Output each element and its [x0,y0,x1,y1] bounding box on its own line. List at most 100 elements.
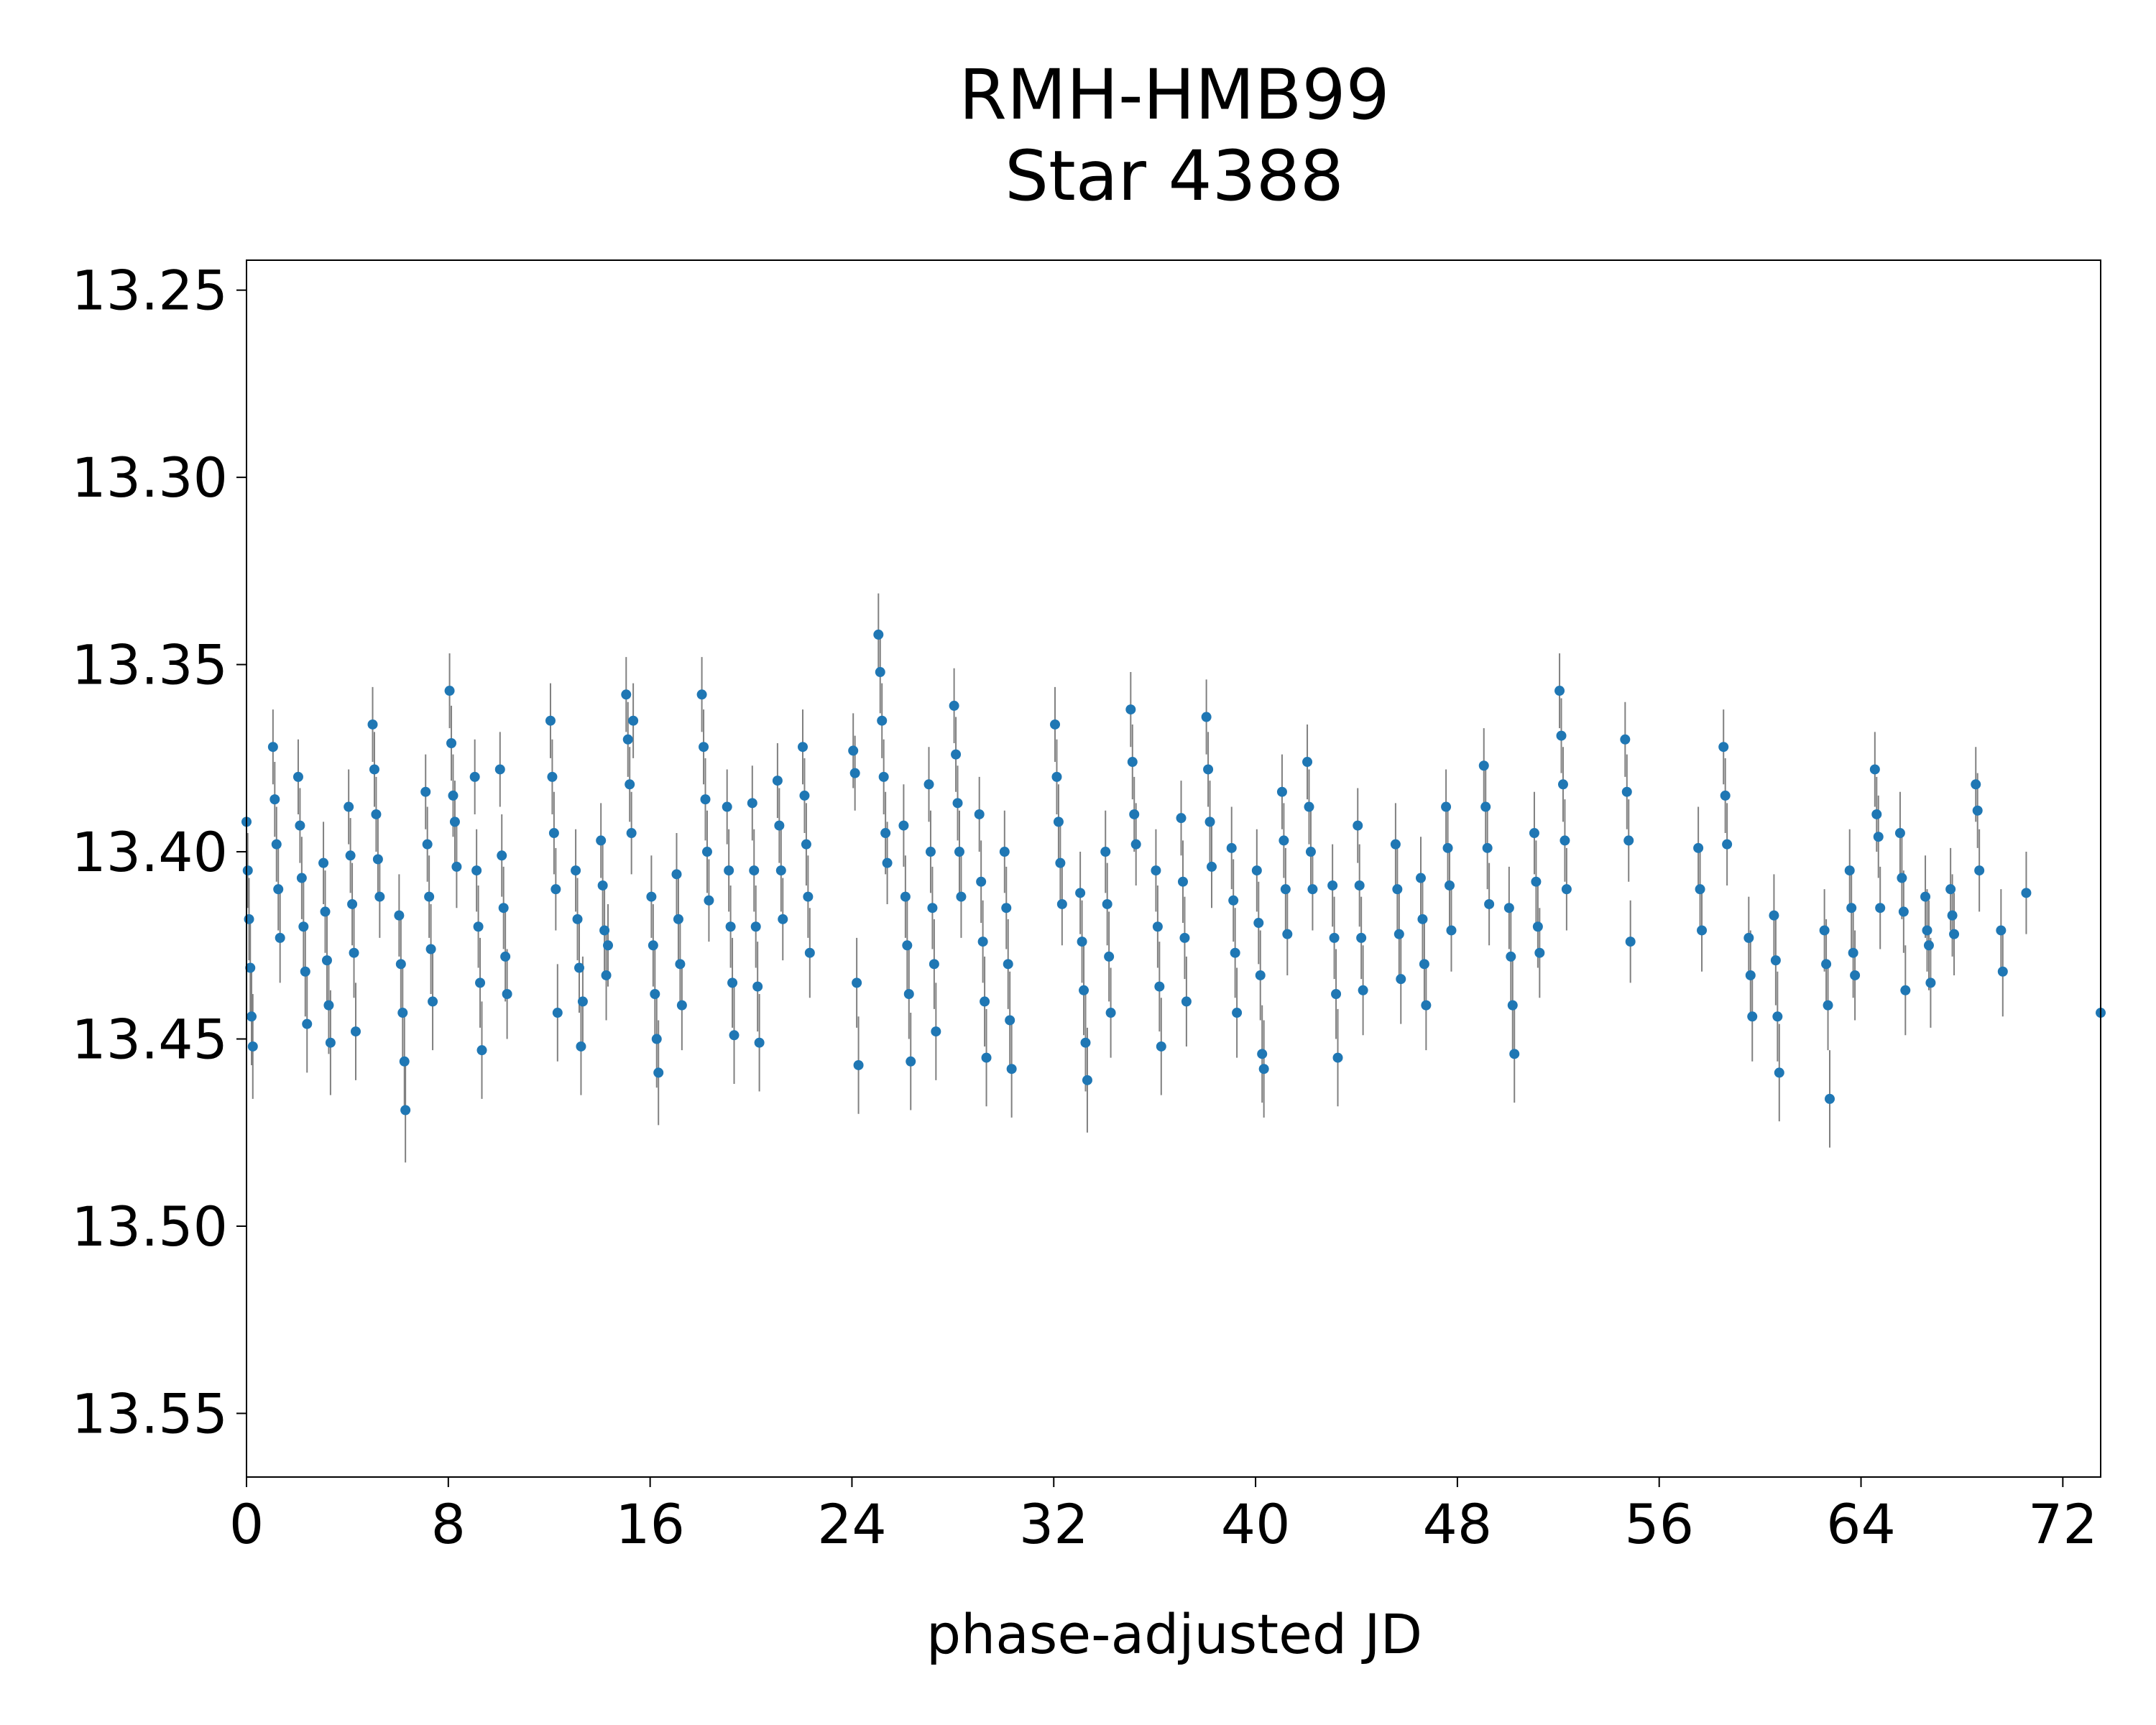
data-point [300,966,310,977]
data-point [270,794,280,805]
data-point [444,686,455,696]
data-point [956,891,967,902]
data-point [448,790,459,801]
data-point [1873,832,1884,842]
data-point [295,820,305,831]
data-point [1900,985,1911,995]
data-point [1080,1037,1091,1048]
data-point [875,667,885,678]
data-point [877,715,888,726]
data-point [981,1052,992,1063]
data-point [621,689,632,700]
data-point [1006,1064,1017,1075]
data-point [267,742,278,753]
data-point [931,1026,941,1037]
data-point [1819,925,1830,936]
data-point [1821,959,1832,970]
data-point [1302,757,1313,768]
data-point [974,809,985,819]
data-point [849,768,860,778]
data-point [1279,835,1289,846]
data-point [596,835,607,846]
data-point [1823,1000,1833,1011]
data-point [980,996,990,1007]
data-point [422,839,433,850]
data-point [471,865,482,876]
data-point [1506,951,1516,962]
data-point [653,1067,664,1078]
data-point [1056,898,1067,909]
data-point [1972,805,1983,816]
x-tick-label: 24 [817,1492,887,1556]
data-point [1251,865,1262,876]
data-point [2021,888,2032,898]
data-point [1230,947,1240,958]
data-point [625,779,635,790]
data-point [1974,865,1985,876]
data-point [1082,1075,1092,1085]
data-point [1201,712,1212,722]
data-point [400,1105,411,1116]
data-point [1478,760,1489,771]
data-point [1154,981,1165,992]
data-point [1772,1011,1783,1022]
data-point [1419,959,1429,970]
data-point [724,865,734,876]
data-point [1898,906,1909,917]
data-point [473,921,484,932]
data-point [571,865,581,876]
data-point [320,906,331,917]
data-point [325,1037,336,1048]
data-point [552,1008,563,1018]
data-point [1745,970,1756,980]
data-point [428,996,438,1007]
data-point [774,820,785,831]
data-point [296,873,307,883]
data-point [1531,876,1542,887]
data-point [573,962,584,973]
data-point [729,1030,740,1041]
data-point [673,914,683,924]
data-point [425,944,436,954]
data-point [1623,835,1634,846]
y-tick-label: 13.45 [71,1008,228,1072]
data-point [1421,1000,1432,1011]
data-point [1625,937,1636,947]
data-point [1774,1067,1784,1078]
data-point [1482,842,1493,853]
data-point [1258,1064,1269,1075]
data-point [1151,865,1161,876]
data-point [1129,809,1140,819]
data-point [1534,947,1545,958]
data-point [420,786,431,797]
data-point [622,734,633,745]
data-point [704,895,714,906]
data-point [675,959,686,970]
x-tick-label: 32 [1019,1492,1089,1556]
data-point [1769,910,1779,921]
data-point [424,891,435,902]
data-point [1871,809,1882,819]
data-point [350,1026,361,1037]
data-point [1228,895,1239,906]
data-point [1971,779,1981,790]
data-point [1204,816,1215,827]
data-point [878,771,889,782]
data-point [727,978,738,988]
data-point [271,839,282,850]
data-point [752,981,763,992]
data-point [722,801,732,812]
chart-title: RMH-HMB99 [959,55,1389,135]
data-point [545,715,556,726]
y-tick-label: 13.25 [71,259,228,323]
data-point [646,891,657,902]
data-point [1846,903,1857,914]
data-point [1996,925,2007,936]
data-point [1276,786,1287,797]
data-point [572,914,583,924]
x-tick-label: 72 [2028,1492,2098,1556]
data-point [1232,1008,1243,1018]
data-point [292,771,303,782]
data-point [1697,925,1708,936]
